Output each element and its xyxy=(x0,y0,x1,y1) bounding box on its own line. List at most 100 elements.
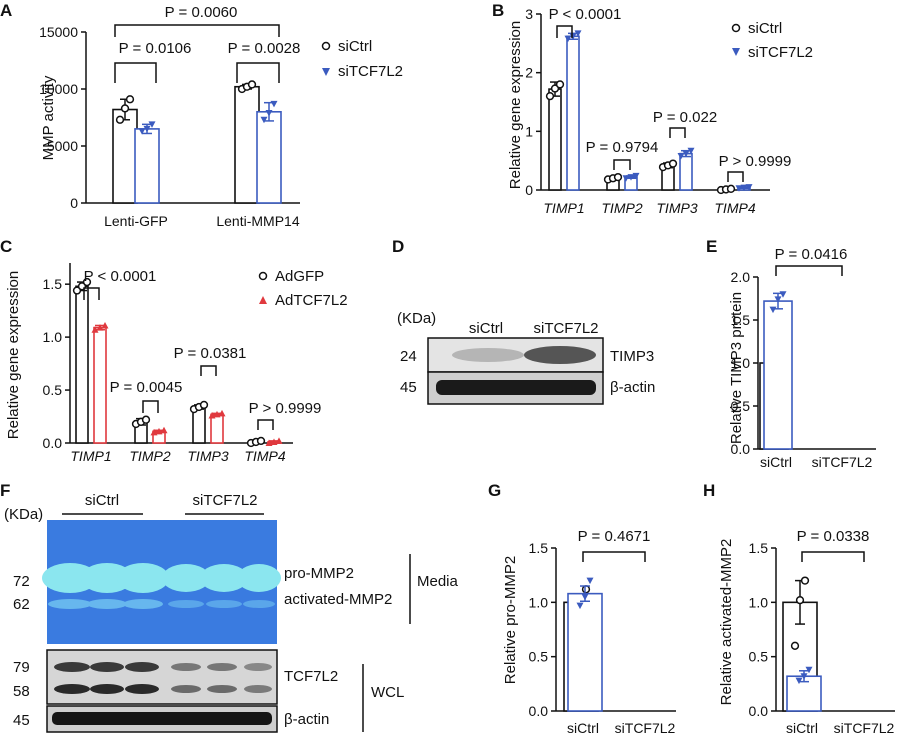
tcf7l2-lower-band-3 xyxy=(125,684,159,694)
point-siTCF7L2 xyxy=(745,184,753,191)
point-siTCF7L2 xyxy=(576,602,584,610)
point-AdTCF7L2 xyxy=(91,326,99,333)
zymo-band-lane-2 xyxy=(81,563,133,593)
bar-AdTCF7L2-2 xyxy=(210,413,224,444)
point-siTCF7L2 xyxy=(769,306,777,314)
point-AdTCF7L2 xyxy=(218,409,226,417)
panel-b-xtick-3: TIMP3 xyxy=(656,200,697,216)
point-siTCF7L2 xyxy=(265,109,273,117)
point-AdTCF7L2 xyxy=(101,321,109,329)
sig-bracket-timp3 xyxy=(669,127,686,138)
tcf7l2-lower-band-5 xyxy=(207,685,237,693)
panel-h-p-1: P = 0.0338 xyxy=(797,528,870,545)
y-tick-label: 1.0 xyxy=(749,594,769,610)
point-AdGFP xyxy=(256,436,266,446)
panel-g-ylabel: Relative pro-MMP2 xyxy=(502,556,519,684)
panel-c-plot xyxy=(69,263,293,448)
panel-f-bracket-1: Media xyxy=(417,573,459,590)
y-tick-label: 10000 xyxy=(39,81,78,97)
panel-g-xtick-2: siTCF7L2 xyxy=(615,720,676,736)
panel-b-legend-2: siTCF7L2 xyxy=(748,44,813,61)
panel-a-xtick-1: Lenti-GFP xyxy=(104,213,168,229)
panel-b-ylabel: Relative gene expression xyxy=(507,21,524,189)
bar-siTCF7L2-1 xyxy=(256,111,282,204)
y-tick-label: 0.0 xyxy=(529,703,549,719)
point-AdTCF7L2 xyxy=(270,438,278,445)
panel-h-ylabel: Relative activated-MMP2 xyxy=(718,539,735,706)
y-tick-label: 1.5 xyxy=(731,312,751,328)
sig-bracket-timp1 xyxy=(83,287,100,300)
bar-siCtrl-0 xyxy=(548,88,562,191)
panel-f-band-2: activated-MMP2 xyxy=(284,591,392,608)
zymo-activated-lane-4 xyxy=(168,600,204,608)
point-AdTCF7L2 xyxy=(265,439,273,446)
point-AdTCF7L2 xyxy=(213,410,221,418)
panel-g: G Relative pro-MMP2 0.00.51.01.5 siCtrl … xyxy=(488,481,676,736)
panel-c: C Relative gene expression 0.00.51.01.5 … xyxy=(0,237,348,464)
sig-bracket-timp4 xyxy=(727,171,744,182)
point-siCtrl xyxy=(555,80,565,89)
panel-h-letter: H xyxy=(703,481,715,500)
point-siCtrl xyxy=(545,91,555,101)
y-tick-label: 5000 xyxy=(47,138,78,154)
point-AdGFP xyxy=(72,286,82,295)
actin-band-f xyxy=(52,712,272,725)
y-tick-label: 0.0 xyxy=(43,435,63,451)
point-siCtrl xyxy=(800,576,810,585)
point-siTCF7L2 xyxy=(740,184,748,192)
legend-adgfp-marker xyxy=(258,271,268,281)
tcf7l2-upper-band-2 xyxy=(90,662,124,672)
zymo-band-lane-4 xyxy=(162,564,210,592)
panel-b-letter: B xyxy=(492,1,504,20)
point-siTCF7L2 xyxy=(586,577,594,585)
panel-c-xtick-3: TIMP3 xyxy=(187,448,228,464)
sig-bracket-lenti-gfp xyxy=(114,62,157,83)
tcf7l2-lower-band-1 xyxy=(54,684,90,694)
panel-f-mw-4: 58 xyxy=(13,683,30,700)
point-siTCF7L2 xyxy=(687,147,695,155)
point-siCtrl xyxy=(790,641,800,650)
y-tick-label: 0 xyxy=(70,195,78,211)
panel-c-p-4: P > 0.9999 xyxy=(249,400,322,417)
panel-f-mw-3: 79 xyxy=(13,659,30,676)
panel-a-p-2: P = 0.0028 xyxy=(228,40,301,57)
panel-a-ylabel: MMP activity xyxy=(40,75,57,160)
point-siCtrl xyxy=(613,172,623,182)
panel-f-band-3: TCF7L2 xyxy=(284,668,338,685)
panel-g-plot xyxy=(555,548,676,712)
zymo-activated-lane-6 xyxy=(243,600,275,608)
panel-b-legend-1: siCtrl xyxy=(748,20,782,37)
sig-bracket xyxy=(582,551,646,562)
point-siTCF7L2 xyxy=(774,296,782,303)
tcf7l2-lower-band-6 xyxy=(244,685,272,693)
bar-siCtrl-0 xyxy=(112,108,138,204)
bar-AdGFP-0 xyxy=(75,285,89,444)
point-siTCF7L2 xyxy=(564,35,572,43)
panel-a-xtick-2: Lenti-MMP14 xyxy=(216,213,299,229)
panel-b-plot xyxy=(540,14,770,195)
y-tick-label: 0.0 xyxy=(731,441,751,457)
bar-siTCF7L2-0 xyxy=(567,592,603,712)
y-tick-label: 3 xyxy=(525,6,533,22)
point-siTCF7L2 xyxy=(682,150,690,158)
panel-e-ylabel: Relative TIMP3 protein xyxy=(728,292,745,444)
tcf7l2-upper-band-6 xyxy=(244,663,272,671)
panel-b-xtick-2: TIMP2 xyxy=(601,200,642,216)
zymo-activated-lane-2 xyxy=(87,599,127,609)
panel-a-plot xyxy=(85,24,300,204)
panel-b-p-4: P > 0.9999 xyxy=(719,153,792,170)
point-siTCF7L2 xyxy=(622,175,630,182)
bar-AdTCF7L2-0 xyxy=(93,326,107,444)
panel-d-kda: (KDa) xyxy=(397,310,436,327)
point-AdTCF7L2 xyxy=(155,427,163,435)
panel-a-legend-1: siCtrl xyxy=(338,38,372,55)
panel-d: D (KDa) siCtrl siTCF7L2 24 45 TIMP3 β-ac… xyxy=(392,237,655,405)
sig-bracket xyxy=(775,265,843,276)
panel-b-xtick-1: TIMP1 xyxy=(543,200,584,216)
point-siTCF7L2 xyxy=(574,30,582,37)
y-tick-label: 15000 xyxy=(39,24,78,40)
panel-b-p-1: P < 0.0001 xyxy=(549,6,622,23)
panel-f: F (KDa) siCtrl siTCF7L2 72 62 xyxy=(0,481,459,733)
y-tick-label: 1.0 xyxy=(43,329,63,345)
panel-h: H Relative activated-MMP2 0.0 0.5 1.0 1.5 s… xyxy=(703,481,895,736)
